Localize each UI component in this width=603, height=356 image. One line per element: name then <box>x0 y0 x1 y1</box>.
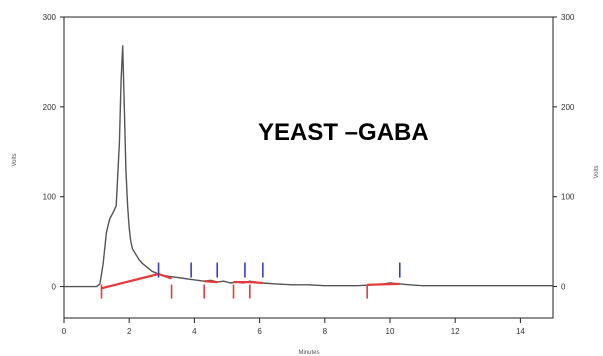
chromatogram-trace <box>64 45 553 288</box>
integration-baseline <box>367 282 400 286</box>
chart-annotation: YEAST –GABA <box>258 119 429 146</box>
x-tick-label: 12 <box>451 327 460 336</box>
integration-baseline <box>249 281 263 285</box>
x-tick-label: 8 <box>323 327 328 336</box>
integration-baseline <box>101 272 159 290</box>
y-tick-label-right: 100 <box>561 193 575 202</box>
y-tick-label-right: 300 <box>561 13 575 22</box>
x-tick-label: 0 <box>62 327 67 336</box>
y-tick-label-right: 200 <box>561 103 575 112</box>
baseline-layer <box>101 272 400 290</box>
y-tick-label-left: 300 <box>43 13 57 22</box>
x-tick-label: 2 <box>127 327 132 336</box>
x-tick-label: 14 <box>516 327 525 336</box>
integration-baseline <box>158 272 172 280</box>
y-axis-title: Volts <box>12 153 18 166</box>
x-tick-label: 10 <box>386 327 395 336</box>
marker-layer <box>100 262 401 299</box>
integration-baseline <box>204 280 218 284</box>
y-tick-label-right: 0 <box>561 283 566 292</box>
x-tick-label: 6 <box>257 327 262 336</box>
y-tick-label-left: 200 <box>43 103 57 112</box>
x-tick-label: 4 <box>192 327 197 336</box>
plot-frame <box>63 16 554 319</box>
y-tick-label-left: 0 <box>52 283 57 292</box>
label-layer: 0 0 100 100 200 200 300 300 0 2 4 6 8 10 12 14 <box>43 13 575 336</box>
axes <box>60 16 557 323</box>
x-axis-title: Minutes <box>298 350 319 356</box>
y-tick-label-left: 100 <box>43 193 57 202</box>
trace-layer <box>64 45 553 288</box>
y-axis-title-right: Volts <box>594 165 600 178</box>
